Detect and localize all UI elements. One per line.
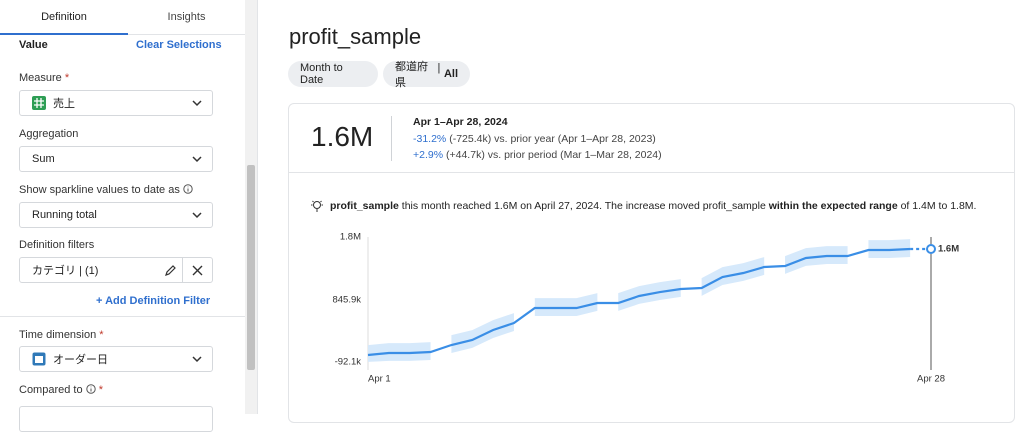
value: カテゴリ | (1)	[32, 265, 99, 277]
field-label: Time dimension *	[19, 329, 104, 341]
chevron	[192, 212, 202, 219]
label: Compared to	[19, 384, 83, 396]
chevron	[192, 156, 202, 163]
scrollbar[interactable]	[245, 0, 257, 414]
edit-icon[interactable]	[164, 264, 177, 277]
sheet-icon	[32, 96, 46, 110]
tab[interactable]: Insights	[128, 0, 245, 35]
comparison: +2.9% (+44.7k) vs. prior period (Mar 1–M…	[413, 147, 662, 163]
insight-text: this month reached 1.6M on April 27, 202…	[398, 200, 769, 212]
filter-pill[interactable]: カテゴリ | (1)	[19, 257, 213, 283]
scroll-thumb[interactable]	[247, 165, 255, 370]
value: 売上	[53, 98, 75, 110]
field-label: Definition filters	[19, 239, 95, 251]
clear-button[interactable]: Clear Selections	[136, 39, 222, 51]
insight-strong: within the expected range	[768, 200, 898, 212]
chevron	[192, 356, 202, 363]
value: オーダー日	[53, 354, 108, 366]
y-tick-label: -92.1k	[335, 357, 362, 368]
x-tick-label: Apr 1	[368, 374, 391, 385]
comparisons: -31.2% (-725.4k) vs. prior year (Apr 1–A…	[413, 131, 662, 163]
add-filter-button[interactable]: + Add Definition Filter	[96, 295, 211, 307]
dropdown[interactable]: Sum	[19, 146, 213, 172]
expected-range	[534, 293, 598, 316]
y-tick-label: 1.8M	[340, 232, 361, 243]
info-icon[interactable]	[85, 384, 96, 394]
expected-range	[701, 257, 765, 296]
dropdown[interactable]: オーダー日	[19, 346, 213, 372]
kpi-value: 1.6M	[311, 121, 374, 152]
sparkline-chart: -92.1k 845.9k 1.8M Apr 1 Apr 28 1.6M	[332, 232, 959, 385]
x-tick-label: Apr 28	[917, 374, 945, 385]
comparison-text: (+44.7k) vs. prior period (Mar 1–Mar 28,…	[446, 149, 662, 161]
expected-range	[785, 246, 848, 274]
value-label: 1.6M	[938, 244, 959, 255]
field-label: Aggregation	[19, 128, 79, 140]
value: Sum	[32, 153, 55, 165]
field-label: Show sparkline values to date as	[19, 184, 193, 196]
dropdown[interactable]: Running total	[19, 202, 213, 228]
label: Time dimension	[19, 329, 97, 341]
insight: profit_sample this month reached 1.6M on…	[310, 199, 976, 213]
divider	[289, 172, 1014, 173]
expected-range	[868, 239, 911, 258]
field-label: Compared to *	[19, 384, 103, 396]
chevron	[192, 100, 202, 107]
page-title: profit_sample	[289, 24, 422, 49]
dropdown[interactable]: 売上	[19, 90, 213, 116]
required: *	[98, 384, 103, 396]
change: +2.9%	[413, 149, 444, 161]
section-title: Value	[19, 39, 48, 51]
last-point	[926, 244, 936, 255]
remove-icon[interactable]	[192, 265, 203, 276]
calendar-icon	[32, 352, 46, 366]
divider	[0, 316, 245, 317]
chip-value: All	[443, 68, 458, 80]
expected-range	[451, 313, 514, 353]
divider	[391, 116, 392, 161]
sidebar: Definition Insights Value Clear Selectio…	[0, 0, 258, 432]
line	[367, 247, 911, 357]
divider	[182, 258, 183, 282]
chip-field: 都道府県	[395, 61, 428, 89]
label: Show sparkline values to date as	[19, 184, 180, 196]
required: *	[64, 72, 70, 84]
period: Apr 1–Apr 28, 2024	[413, 116, 508, 128]
comparison-text: (-725.4k) vs. prior year (Apr 1–Apr 28, …	[449, 133, 656, 145]
insight-icon	[311, 200, 323, 212]
filter-chip[interactable]: Month to Date	[288, 61, 378, 87]
label: Measure	[19, 72, 62, 84]
filter-chip[interactable]: 都道府県 | All	[383, 61, 470, 89]
comparison: -31.2% (-725.4k) vs. prior year (Apr 1–A…	[413, 131, 662, 147]
field-label: Measure *	[19, 72, 69, 84]
change: -31.2%	[413, 133, 447, 145]
required: *	[99, 329, 104, 341]
y-tick-label: 845.9k	[332, 295, 361, 306]
insight-text: of 1.4M to 1.8M.	[897, 200, 977, 212]
tab[interactable]: Definition	[0, 0, 128, 35]
insight-strong: profit_sample	[330, 200, 399, 212]
info-icon[interactable]	[183, 184, 193, 194]
value: Running total	[32, 209, 97, 221]
